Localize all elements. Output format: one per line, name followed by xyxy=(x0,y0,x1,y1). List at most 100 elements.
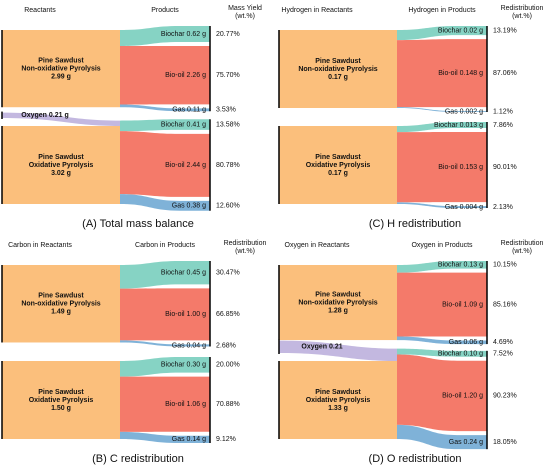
product-label: Biochar 0.41 g xyxy=(161,121,206,128)
header: Redistribution xyxy=(501,5,544,12)
flow xyxy=(120,376,210,432)
source-total: 0.17 g xyxy=(328,170,348,177)
header: Carbon in Reactants xyxy=(8,242,72,249)
product-label: Biochar 0.10 g xyxy=(438,351,483,358)
caption: (B) C redistribution xyxy=(92,453,184,465)
flow xyxy=(397,202,487,208)
flow xyxy=(120,261,210,289)
flow xyxy=(120,357,210,377)
yield-label: 3.53% xyxy=(216,107,236,114)
oxygen-label: Oxygen 0.21 g xyxy=(21,112,68,119)
flow xyxy=(120,431,210,443)
yield-label: 30.47% xyxy=(216,270,240,277)
flow xyxy=(120,104,210,112)
header: Reactants xyxy=(24,7,56,14)
product-label: Gas 0.06 g xyxy=(449,339,483,346)
source-label: Pine Sawdust xyxy=(315,154,361,161)
source-node xyxy=(279,126,397,204)
product-label: Bio-oil 0.148 g xyxy=(438,70,483,77)
header: Oxygen in Reactants xyxy=(285,242,350,249)
yield-label: 18.05% xyxy=(493,439,517,446)
source-label: Pine Sawdust xyxy=(315,389,361,396)
product-label: Biochar 0.45 g xyxy=(161,270,206,277)
source-total: 3.02 g xyxy=(51,170,71,177)
source-label: Oxidative Pyrolysis xyxy=(306,397,371,404)
yield-label: 87.06% xyxy=(493,70,517,77)
source-label: Non-oxidative Pyrolysis xyxy=(21,65,100,72)
source-label: Non-oxidative Pyrolysis xyxy=(21,301,100,308)
product-label: Bio-oil 1.00 g xyxy=(165,311,206,318)
yield-label: 85.16% xyxy=(493,301,517,308)
yield-label: 90.23% xyxy=(493,393,517,400)
yield-label: 90.01% xyxy=(493,164,517,171)
source-node xyxy=(2,126,120,204)
header: Hydrogen in Reactants xyxy=(281,7,353,14)
source-node xyxy=(2,30,120,108)
yield-label: 7.52% xyxy=(493,351,513,358)
header: (wt.%) xyxy=(512,248,532,255)
yield-label: 1.12% xyxy=(493,108,513,115)
oxygen-flow xyxy=(279,340,397,361)
product-label: Gas 0.14 g xyxy=(172,436,206,443)
flow xyxy=(120,46,210,105)
source-total: 1.50 g xyxy=(51,405,71,412)
header: Oxygen in Products xyxy=(411,242,473,249)
yield-label: 80.78% xyxy=(216,162,240,169)
product-label: Biochar 0.013 g xyxy=(434,122,483,129)
source-label: Pine Sawdust xyxy=(315,58,361,65)
source-label: Pine Sawdust xyxy=(38,389,84,396)
product-label: Gas 0.24 g xyxy=(449,439,483,446)
product-label: Biochar 0.30 g xyxy=(161,362,206,369)
product-label: Bio-oil 2.44 g xyxy=(165,162,206,169)
source-node xyxy=(2,265,120,343)
product-label: Bio-oil 1.06 g xyxy=(165,401,206,408)
source-label: Pine Sawdust xyxy=(38,57,84,64)
yield-label: 2.13% xyxy=(493,204,513,211)
yield-label: 2.68% xyxy=(216,342,236,349)
header: Hydrogen in Products xyxy=(408,7,476,14)
header: Mass Yield xyxy=(228,5,262,12)
product-label: Biochar 0.62 g xyxy=(161,31,206,38)
flow xyxy=(120,340,210,347)
yield-label: 75.70% xyxy=(216,72,240,79)
header: Redistribution xyxy=(224,240,267,247)
product-label: Bio-oil 1.20 g xyxy=(442,393,483,400)
yield-label: 12.60% xyxy=(216,203,240,210)
source-node xyxy=(279,265,397,341)
flow xyxy=(397,131,487,203)
source-label: Oxidative Pyrolysis xyxy=(29,397,94,404)
product-label: Bio-oil 1.09 g xyxy=(442,301,483,308)
header: Redistribution xyxy=(501,240,544,247)
flow xyxy=(397,424,487,450)
source-total: 0.17 g xyxy=(328,74,348,81)
header: (wt.%) xyxy=(235,248,255,255)
source-label: Pine Sawdust xyxy=(38,293,84,300)
source-node xyxy=(2,361,120,439)
header: Carbon in Products xyxy=(135,242,195,249)
source-label: Oxidative Pyrolysis xyxy=(306,162,371,169)
source-node xyxy=(279,361,397,439)
header: Products xyxy=(151,7,179,14)
oxygen-flow xyxy=(2,112,120,126)
source-label: Oxidative Pyrolysis xyxy=(29,162,94,169)
product-label: Biochar 0.02 g xyxy=(438,27,483,34)
source-total: 1.28 g xyxy=(328,307,348,314)
product-label: Gas 0.11 g xyxy=(172,107,206,114)
yield-label: 13.19% xyxy=(493,27,517,34)
caption: (C) H redistribution xyxy=(369,218,461,230)
caption: (A) Total mass balance xyxy=(82,218,194,230)
flow xyxy=(397,336,487,345)
yield-label: 20.00% xyxy=(216,362,240,369)
source-label: Pine Sawdust xyxy=(315,291,361,298)
yield-label: 20.77% xyxy=(216,31,240,38)
flow xyxy=(397,26,487,41)
flow xyxy=(120,131,210,197)
flow xyxy=(397,272,487,337)
yield-label: 10.15% xyxy=(493,262,517,269)
product-label: Gas 0.002 g xyxy=(445,108,483,115)
source-label: Pine Sawdust xyxy=(38,154,84,161)
yield-label: 9.12% xyxy=(216,436,236,443)
flow xyxy=(397,107,487,112)
flow xyxy=(397,122,487,133)
flow xyxy=(120,194,210,211)
